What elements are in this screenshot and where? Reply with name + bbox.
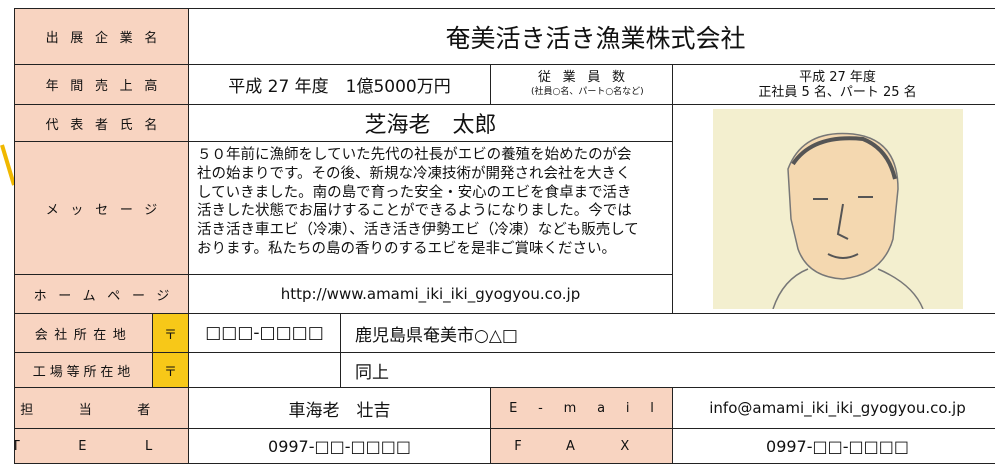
factory-address: 同上 — [340, 352, 995, 388]
postal-code-empty — [188, 352, 341, 388]
homepage-url: http://www.amami_iki_iki_gyogyou.co.jp — [188, 274, 673, 314]
label: FAX — [490, 428, 673, 464]
message-line: ５０年前に漁師をしていた先代の社長がエビの養殖を始めたのが会 — [197, 147, 632, 163]
label: ホームページ — [14, 274, 189, 314]
message-line: 活き活き車エビ（冷凍）、活き活き伊勢エビ（冷凍）なども販売して — [197, 222, 639, 239]
employees-note: (社員○名、パート○名など) — [530, 86, 644, 97]
photo-cell — [672, 104, 995, 314]
tel: 0997-□□-□□□□ — [188, 428, 491, 464]
postal-code: □□□-□□□□ — [188, 313, 341, 353]
label: 担当者 — [14, 387, 189, 429]
employees-label: 従業員数 — [537, 69, 637, 85]
label: E-mail — [490, 387, 673, 429]
representative-name: 芝海老 太郎 — [188, 104, 673, 142]
message-line: 社の始まりです。その後、新規な冷凍技術が開発され会社を大きく — [197, 165, 631, 182]
employees-value: 正社員 5 名、パート 25 名 — [758, 84, 917, 100]
address: 鹿児島県奄美市○△□ — [340, 313, 995, 353]
portrait-sketch — [712, 109, 963, 309]
message: ５０年前に漁師をしていた先代の社長がエビの養殖を始めたのが会 社の始まりです。その… — [188, 141, 673, 275]
contact-name: 車海老 壮吉 — [188, 387, 491, 429]
postal-mark: 〒 — [152, 352, 189, 388]
label: 出展企業名 — [14, 8, 189, 65]
postal-mark: 〒 — [152, 313, 189, 353]
sales-value: 平成 27 年度 1億5000万円 — [188, 64, 491, 105]
fax: 0997-□□-□□□□ — [672, 428, 995, 464]
email: info@amami_iki_iki_gyogyou.co.jp — [672, 387, 995, 429]
message-line: おります。私たちの島の香りのするエビを是非ご賞味ください。 — [197, 240, 617, 257]
company-name: 奄美活き活き漁業株式会社 — [188, 8, 995, 65]
label: メッセージ — [14, 141, 189, 275]
employees-cell: 平成 27 年度 正社員 5 名、パート 25 名 — [672, 64, 995, 105]
label: TEL — [14, 428, 189, 464]
label: 代表者氏名 — [14, 104, 189, 142]
label: 年間売上高 — [14, 64, 189, 105]
message-line: していきました。南の島で育った安全・安心のエビを食卓まで活き — [197, 184, 632, 201]
label: 会社所在地 — [14, 313, 153, 353]
message-line: 活きした状態でお届けすることができるようになりました。今では — [197, 203, 632, 220]
employees-year: 平成 27 年度 — [799, 69, 876, 85]
decoration — [0, 144, 16, 186]
label: 従業員数 (社員○名、パート○名など) — [490, 64, 673, 105]
label: 工場等所在地 — [14, 352, 153, 388]
